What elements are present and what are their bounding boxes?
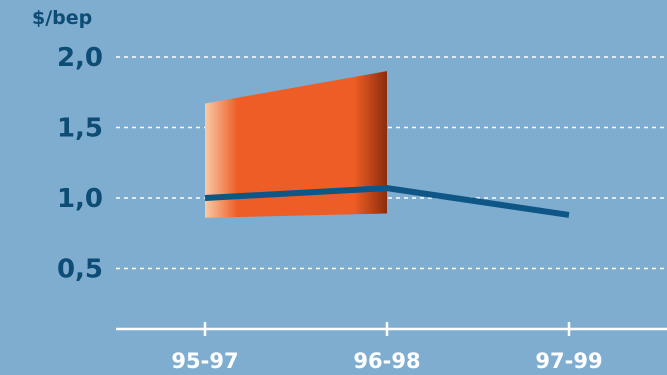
y-tick-label: 0,5 [57,255,103,285]
y-tick-label: 1,5 [57,114,103,144]
y-tick-label: 2,0 [57,43,103,73]
x-tick-label: 96-98 [353,349,420,373]
series-polyline [204,185,570,218]
y-tick-label: 1,0 [57,184,103,214]
x-axis [116,322,667,336]
band-polygon [205,71,387,218]
series-line [204,185,570,218]
x-tick-label: 97-99 [535,349,602,373]
band-area [205,71,387,218]
y-tick-labels: 0,5 1,0 1,5 2,0 [57,43,103,285]
unit-label: $/bep [32,7,92,29]
x-tick-label: 95-97 [171,349,238,373]
x-tick-labels: 95-97 96-98 97-99 [171,349,602,373]
grid-lines [116,56,667,270]
